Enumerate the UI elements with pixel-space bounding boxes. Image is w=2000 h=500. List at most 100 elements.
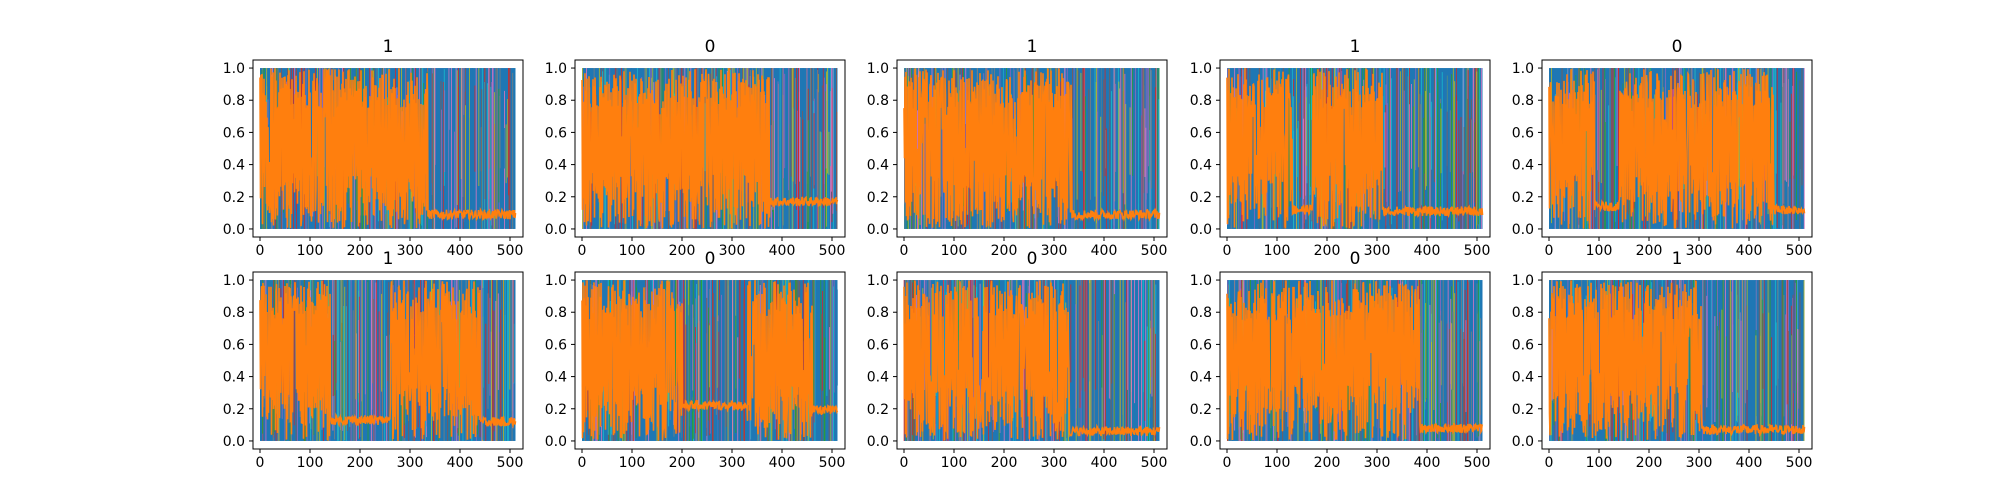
subplot-6: 0 100 200 300 400 500 0.0 0.2 0.4 0.6 0.8 1.0 1 — [223, 249, 524, 471]
y-tick-label: 0.2 — [1190, 190, 1212, 206]
subplot-8: 0 100 200 300 400 500 0.0 0.2 0.4 0.6 0.8 1.0 0 — [867, 249, 1168, 471]
subplot-7: 0 100 200 300 400 500 0.0 0.2 0.4 0.6 0.8 1.0 0 — [545, 249, 846, 471]
y-tick-label: 0.6 — [1190, 125, 1212, 141]
subplot-title: 0 — [705, 249, 716, 269]
subplot-title: 1 — [1350, 37, 1361, 57]
y-tick-label: 0.4 — [545, 370, 567, 386]
highlight-series-line — [259, 280, 517, 441]
x-tick-label: 400 — [447, 455, 474, 471]
subplot-title: 1 — [1027, 37, 1038, 57]
y-tick-label: 0.6 — [867, 337, 889, 353]
x-tick-label: 400 — [1091, 243, 1118, 259]
y-tick-label: 0.2 — [223, 190, 245, 206]
subplot-10: 0 100 200 300 400 500 0.0 0.2 0.4 0.6 0.8 1.0 1 — [1512, 249, 1813, 471]
x-tick-label: 500 — [1141, 455, 1168, 471]
y-tick-label: 0.0 — [1190, 434, 1212, 450]
y-tick-label: 0.4 — [223, 158, 245, 174]
x-tick-label: 400 — [1736, 243, 1763, 259]
y-tick-label: 0.0 — [1512, 222, 1534, 238]
axes-frame — [1541, 271, 1813, 450]
x-tick-label: 500 — [497, 243, 524, 259]
x-tick-label: 100 — [619, 455, 646, 471]
y-tick-label: 0.0 — [1190, 222, 1212, 238]
highlight-series-line — [1548, 280, 1806, 440]
y-tick-label: 1.0 — [1512, 273, 1534, 289]
y-tick-label: 0.6 — [1512, 337, 1534, 353]
x-tick-label: 300 — [719, 243, 746, 259]
y-tick-label: 1.0 — [1190, 61, 1212, 77]
subplot-title: 0 — [705, 37, 716, 57]
y-tick-label: 0.0 — [545, 434, 567, 450]
y-tick-label: 0.4 — [545, 158, 567, 174]
y-tick-label: 0.8 — [1190, 305, 1212, 321]
x-tick-label: 300 — [1686, 243, 1713, 259]
x-tick-label: 300 — [397, 243, 424, 259]
axes-frame — [252, 59, 524, 238]
x-tick-label: 100 — [1586, 455, 1613, 471]
axes-frame — [1219, 271, 1491, 450]
x-tick-label: 400 — [769, 455, 796, 471]
axes-frame — [574, 59, 846, 238]
y-tick-label: 0.6 — [223, 125, 245, 141]
x-tick-label: 200 — [1636, 243, 1663, 259]
subplot-4: 0 100 200 300 400 500 0.0 0.2 0.4 0.6 0.8 1.0 1 — [1190, 37, 1491, 259]
x-tick-label: 400 — [447, 243, 474, 259]
highlight-series-line — [903, 68, 1161, 229]
x-tick-label: 100 — [1264, 243, 1291, 259]
x-tick-label: 0 — [900, 243, 909, 259]
y-tick-label: 0.0 — [867, 222, 889, 238]
y-tick-label: 0.0 — [223, 434, 245, 450]
y-tick-label: 0.8 — [545, 305, 567, 321]
highlight-series-line — [259, 68, 517, 229]
x-tick-label: 0 — [578, 243, 587, 259]
y-tick-label: 0.2 — [1512, 190, 1534, 206]
x-tick-label: 200 — [1314, 455, 1341, 471]
highlight-series-line — [1548, 68, 1806, 229]
y-tick-label: 0.4 — [223, 370, 245, 386]
x-tick-label: 100 — [1586, 243, 1613, 259]
x-tick-label: 300 — [1686, 455, 1713, 471]
x-tick-label: 500 — [819, 455, 846, 471]
x-tick-label: 400 — [1736, 455, 1763, 471]
y-tick-label: 0.8 — [1190, 93, 1212, 109]
y-tick-label: 1.0 — [223, 61, 245, 77]
y-tick-label: 0.4 — [867, 370, 889, 386]
axes-frame — [896, 271, 1168, 450]
y-tick-label: 0.4 — [867, 158, 889, 174]
subplot-title: 1 — [1672, 249, 1683, 269]
subplot-title: 0 — [1672, 37, 1683, 57]
subplot-2: 0 100 200 300 400 500 0.0 0.2 0.4 0.6 0.8 1.0 0 — [545, 37, 846, 259]
y-tick-label: 1.0 — [545, 61, 567, 77]
highlight-series-line — [581, 280, 839, 441]
x-tick-label: 0 — [1223, 455, 1232, 471]
y-tick-label: 0.8 — [545, 93, 567, 109]
subplot-title: 0 — [1350, 249, 1361, 269]
x-tick-label: 0 — [256, 455, 265, 471]
y-tick-label: 0.8 — [223, 305, 245, 321]
y-tick-label: 0.8 — [223, 93, 245, 109]
subplot-title: 0 — [1027, 249, 1038, 269]
y-tick-label: 0.2 — [1190, 402, 1212, 418]
axes-frame — [574, 271, 846, 450]
x-tick-label: 300 — [1364, 455, 1391, 471]
x-tick-label: 0 — [256, 243, 265, 259]
y-tick-label: 0.6 — [1190, 337, 1212, 353]
y-tick-label: 0.4 — [1512, 370, 1534, 386]
y-tick-label: 0.2 — [223, 402, 245, 418]
y-tick-label: 0.4 — [1512, 158, 1534, 174]
y-tick-label: 0.0 — [1512, 434, 1534, 450]
x-tick-label: 0 — [1545, 455, 1554, 471]
x-tick-label: 400 — [1414, 455, 1441, 471]
x-tick-label: 500 — [1786, 455, 1813, 471]
y-tick-label: 0.0 — [545, 222, 567, 238]
x-tick-label: 0 — [900, 455, 909, 471]
x-tick-label: 500 — [497, 455, 524, 471]
axes-frame — [1219, 59, 1491, 238]
x-tick-label: 200 — [347, 243, 374, 259]
x-tick-label: 300 — [397, 455, 424, 471]
x-tick-label: 100 — [297, 455, 324, 471]
x-tick-label: 200 — [669, 243, 696, 259]
x-tick-label: 500 — [1464, 455, 1491, 471]
x-tick-label: 400 — [1414, 243, 1441, 259]
subplot-3: 0 100 200 300 400 500 0.0 0.2 0.4 0.6 0.8 1.0 1 — [867, 37, 1168, 259]
